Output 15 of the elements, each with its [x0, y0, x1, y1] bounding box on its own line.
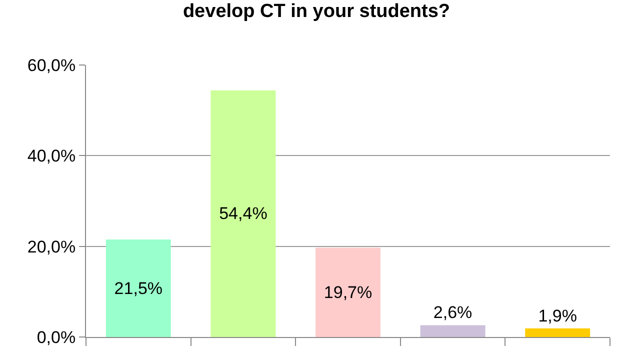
- data-label: 21,5%: [114, 278, 162, 298]
- bar: [316, 248, 380, 337]
- data-label: 54,4%: [219, 204, 268, 224]
- y-tick-label: 60,0%: [27, 56, 76, 75]
- data-label: 1,9%: [538, 306, 577, 326]
- data-label: 2,6%: [433, 303, 472, 322]
- y-tick-label: 40,0%: [27, 146, 76, 166]
- bar: [106, 240, 171, 337]
- bar: [525, 328, 590, 337]
- data-label: 19,7%: [324, 282, 372, 302]
- bar: [210, 90, 276, 337]
- bar: [420, 325, 486, 337]
- y-tick-label: 0,0%: [36, 328, 76, 347]
- y-tick-label: 20,0%: [27, 237, 76, 256]
- chart-title: develop CT in your students?: [182, 0, 450, 22]
